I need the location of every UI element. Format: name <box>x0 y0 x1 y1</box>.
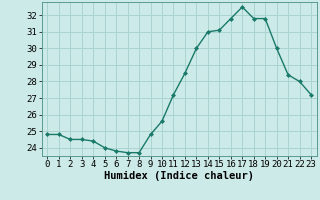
X-axis label: Humidex (Indice chaleur): Humidex (Indice chaleur) <box>104 171 254 181</box>
